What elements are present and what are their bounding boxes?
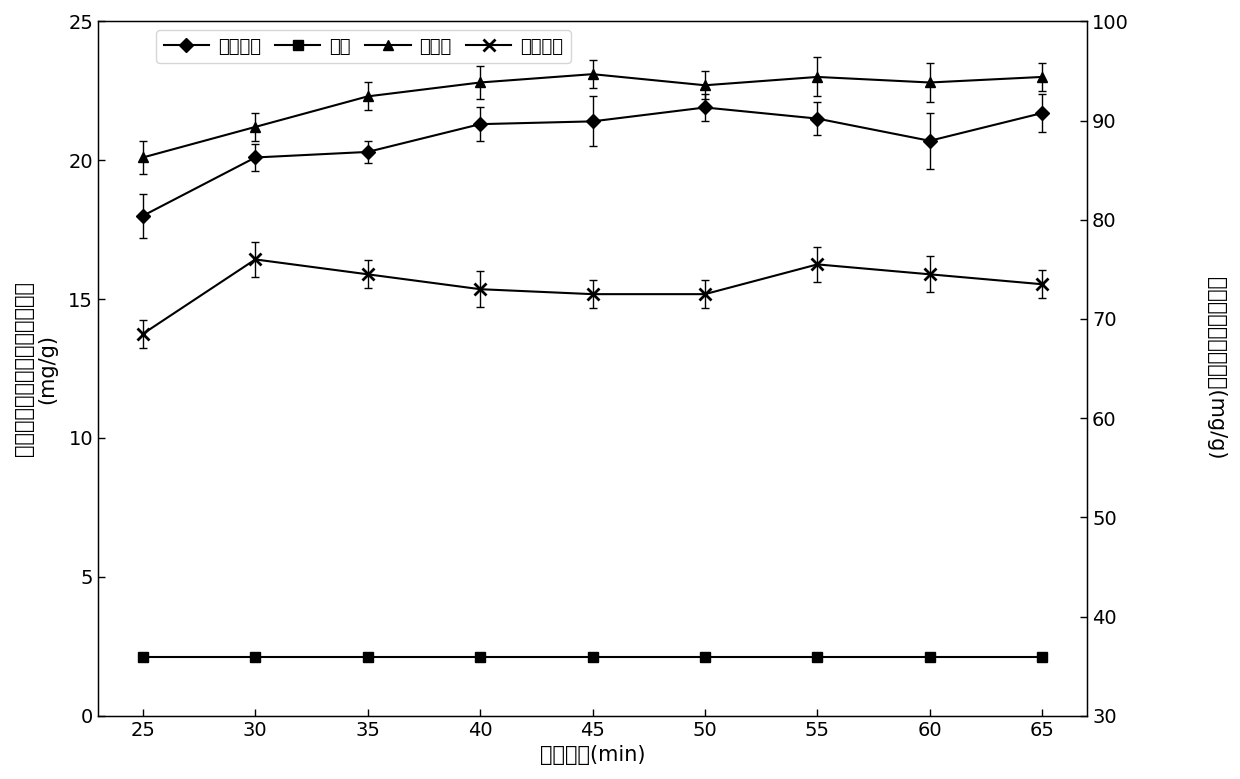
- 萤内酯: [698, 80, 713, 90]
- 黄酮: [698, 653, 713, 662]
- 萤内酯: [923, 78, 937, 87]
- 聚戊烯醇: [810, 259, 825, 269]
- 聚戊烯醇: [923, 270, 937, 279]
- 原花青素: [248, 153, 263, 162]
- 黄酮: [585, 653, 600, 662]
- 聚戊烯醇: [1034, 280, 1049, 289]
- Line: 聚戊烯醇: 聚戊烯醇: [138, 254, 1048, 340]
- X-axis label: 提取时间(min): 提取时间(min): [539, 745, 645, 765]
- 原花青素: [923, 136, 937, 146]
- 聚戊烯醇: [361, 270, 376, 279]
- 黄酮: [810, 653, 825, 662]
- 原花青素: [1034, 108, 1049, 118]
- 黄酮: [472, 653, 487, 662]
- 萤内酯: [1034, 72, 1049, 82]
- 萤内酯: [135, 153, 150, 162]
- Legend: 原花青素, 黄酮, 萤内酯, 聚戊烯醇: 原花青素, 黄酮, 萤内酯, 聚戊烯醇: [156, 30, 570, 63]
- 原花青素: [135, 211, 150, 220]
- Y-axis label: 聚戊烯乙酸酯提取率(mg/g): 聚戊烯乙酸酯提取率(mg/g): [1207, 277, 1226, 460]
- 原花青素: [361, 147, 376, 157]
- 黄酮: [361, 653, 376, 662]
- 原花青素: [698, 103, 713, 112]
- 聚戊烯醇: [585, 290, 600, 299]
- 聚戊烯醇: [248, 255, 263, 264]
- Y-axis label: 原花青素、黄酮、萤内酯提取率
(mg/g): 原花青素、黄酮、萤内酯提取率 (mg/g): [14, 281, 57, 456]
- 萤内酯: [810, 72, 825, 82]
- 黄酮: [248, 653, 263, 662]
- 萤内酯: [248, 122, 263, 132]
- 聚戊烯醇: [135, 330, 150, 339]
- 萤内酯: [472, 78, 487, 87]
- 原花青素: [472, 119, 487, 129]
- 原花青素: [585, 117, 600, 126]
- 萤内酯: [361, 92, 376, 101]
- 原花青素: [810, 114, 825, 123]
- Line: 萤内酯: 萤内酯: [138, 69, 1047, 162]
- 黄酮: [923, 653, 937, 662]
- 聚戊烯醇: [472, 284, 487, 294]
- 聚戊烯醇: [698, 290, 713, 299]
- Line: 原花青素: 原花青素: [138, 103, 1047, 220]
- 萤内酯: [585, 69, 600, 79]
- 黄酮: [135, 653, 150, 662]
- Line: 黄酮: 黄酮: [138, 653, 1047, 662]
- 黄酮: [1034, 653, 1049, 662]
